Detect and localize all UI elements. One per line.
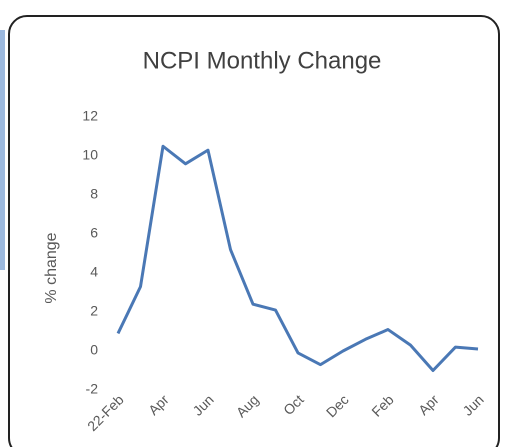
chart-title: NCPI Monthly Change: [143, 47, 382, 74]
y-tick-label: 2: [90, 303, 98, 319]
side-strip: [0, 30, 5, 270]
y-tick-label: -2: [86, 381, 99, 397]
y-tick-label: 12: [82, 108, 98, 124]
data-line: [116, 144, 479, 372]
y-axis-label: % change: [43, 232, 60, 303]
y-tick-label: 10: [82, 147, 98, 163]
y-tick-label: 8: [90, 186, 98, 202]
y-tick-label: 0: [90, 342, 98, 358]
y-tick-label: 4: [90, 264, 98, 280]
y-tick-label: 6: [90, 225, 98, 241]
chart-card: [8, 15, 500, 447]
